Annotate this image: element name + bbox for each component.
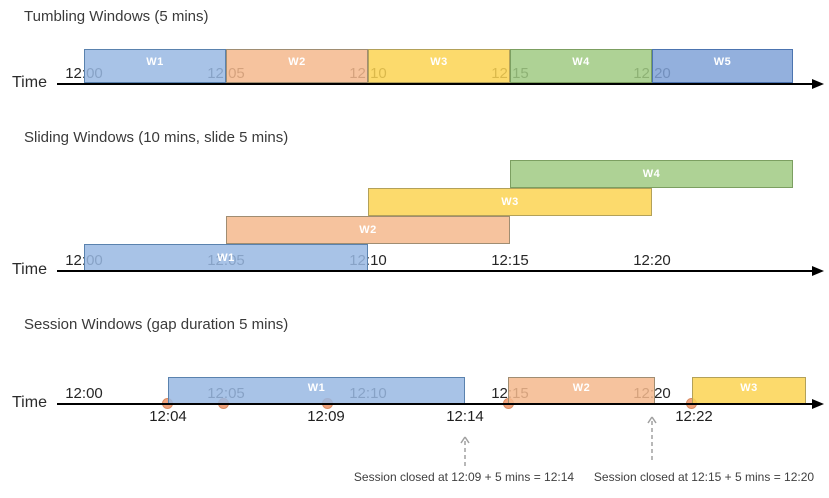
event-time-label: 12:09 <box>307 408 345 425</box>
session-section-title: Session Windows (gap duration 5 mins) <box>24 316 289 333</box>
sliding-window-w1: W1 <box>84 244 368 272</box>
session-window-w2: W2 <box>508 377 655 405</box>
tumbling-window-w1: W1 <box>84 49 226 83</box>
sliding-section-title: Sliding Windows (10 mins, slide 5 mins) <box>24 129 289 146</box>
sliding-window-w3: W3 <box>368 188 652 216</box>
timeline-arrowhead-icon <box>812 79 824 89</box>
event-time-label: 12:04 <box>149 408 187 425</box>
window-label: W2 <box>572 382 591 394</box>
timeline <box>57 83 813 85</box>
tick-label: 12:15 <box>491 252 529 269</box>
window-label: W1 <box>307 382 326 394</box>
tumbling-window-w4: W4 <box>510 49 652 83</box>
window-label: W5 <box>713 56 732 68</box>
window-label: W1 <box>146 56 164 68</box>
window-label: W2 <box>359 224 377 236</box>
window-label: W3 <box>501 196 519 208</box>
annotation-arrow-icon <box>460 436 470 466</box>
window-label: W4 <box>572 56 590 68</box>
timeline <box>57 403 813 405</box>
window-label: W4 <box>642 168 661 180</box>
session-window-w1: W1 <box>168 377 465 405</box>
window-label: W2 <box>288 56 306 68</box>
session-window-w3: W3 <box>692 377 806 405</box>
tumbling-window-w5: W5 <box>652 49 793 83</box>
event-time-label: 12:22 <box>675 408 713 425</box>
tumbling-window-w3: W3 <box>368 49 510 83</box>
time-axis-label: Time <box>12 394 47 411</box>
tumbling-section-title: Tumbling Windows (5 mins) <box>24 8 209 25</box>
sliding-window-w2: W2 <box>226 216 510 244</box>
annotation-arrow-icon <box>647 416 657 462</box>
tick-label: 12:20 <box>633 252 671 269</box>
timeline <box>57 270 813 272</box>
timeline-arrowhead-icon <box>812 399 824 409</box>
timeline-arrowhead-icon <box>812 266 824 276</box>
window-label: W1 <box>217 252 235 264</box>
window-label: W3 <box>740 382 758 394</box>
window-label: W3 <box>430 56 448 68</box>
event-time-label: 12:14 <box>446 408 484 425</box>
tumbling-window-w2: W2 <box>226 49 368 83</box>
session-close-annotation-1: Session closed at 12:09 + 5 mins = 12:14 <box>353 470 575 484</box>
session-close-annotation-2: Session closed at 12:15 + 5 mins = 12:20 <box>593 470 815 484</box>
time-axis-label: Time <box>12 74 47 91</box>
time-axis-label: Time <box>12 261 47 278</box>
sliding-window-w4: W4 <box>510 160 793 188</box>
tick-label: 12:00 <box>65 385 103 402</box>
